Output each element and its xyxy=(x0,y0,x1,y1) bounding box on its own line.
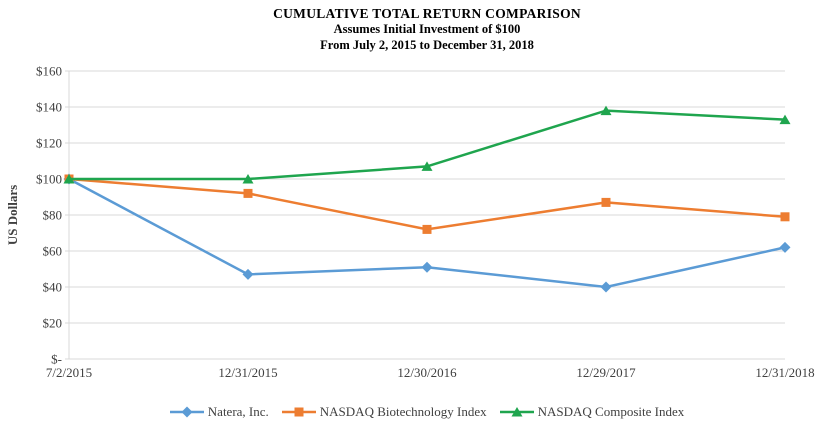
x-tick-label: 12/30/2016 xyxy=(397,365,457,380)
chart-title-block: CUMULATIVE TOTAL RETURN COMPARISON Assum… xyxy=(69,6,785,53)
x-tick-label: 7/2/2015 xyxy=(46,365,92,380)
legend-item-natera: Natera, Inc. xyxy=(169,404,269,420)
x-tick-label: 12/31/2018 xyxy=(755,365,814,380)
chart-title: CUMULATIVE TOTAL RETURN COMPARISON xyxy=(273,6,581,21)
x-tick-label: 12/31/2015 xyxy=(218,365,277,380)
square-marker-icon xyxy=(243,188,253,198)
square-marker-icon xyxy=(294,407,304,417)
chart-subtitle-2: From July 2, 2015 to December 31, 2018 xyxy=(320,37,534,52)
y-axis-title: US Dollars xyxy=(5,185,20,245)
triangle-marker-icon xyxy=(421,161,433,171)
y-tick-label: $160 xyxy=(36,64,62,79)
series-line xyxy=(68,177,786,231)
legend-marker-natera-icon xyxy=(169,406,204,418)
y-tick-label: $80 xyxy=(43,208,63,223)
diamond-marker-icon xyxy=(600,281,612,293)
square-marker-icon xyxy=(422,224,432,234)
y-tick-label: $120 xyxy=(36,136,62,151)
triangle-marker-icon xyxy=(600,105,612,116)
diamond-marker-icon xyxy=(421,261,433,273)
diamond-marker-icon xyxy=(779,241,791,253)
chart-subtitle-1: Assumes Initial Investment of $100 xyxy=(333,22,521,36)
x-tick-label: 12/29/2017 xyxy=(576,365,636,380)
triangle-marker-icon xyxy=(511,407,523,417)
y-tick-label: $60 xyxy=(43,244,63,259)
diamond-marker-icon xyxy=(242,268,254,280)
legend-label-nasdaq-composite: NASDAQ Composite Index xyxy=(537,404,685,419)
y-tick-label: $140 xyxy=(36,100,62,115)
legend-item-nasdaq-biotechnology: NASDAQ Biotechnology Index xyxy=(281,404,487,420)
triangle-marker-icon xyxy=(63,174,75,184)
triangle-marker-icon xyxy=(779,114,791,125)
legend-item-nasdaq-composite: NASDAQ Composite Index xyxy=(499,404,685,420)
diamond-marker-icon xyxy=(181,406,193,418)
legend-label-nasdaq-biotechnology: NASDAQ Biotechnology Index xyxy=(319,404,487,419)
square-marker-icon xyxy=(780,212,790,222)
legend-marker-nasdaq-biotechnology-icon xyxy=(281,407,316,417)
y-tick-label: $40 xyxy=(43,280,63,295)
legend-label-natera: Natera, Inc. xyxy=(207,404,269,419)
triangle-marker-icon xyxy=(242,174,254,184)
y-tick-label: $100 xyxy=(36,172,62,187)
y-tick-label: $- xyxy=(51,352,62,367)
legend-marker-nasdaq-composite-icon xyxy=(499,407,534,417)
square-marker-icon xyxy=(601,197,611,207)
y-tick-label: $20 xyxy=(43,316,63,331)
chart-legend: Natera, Inc. NASDAQ Biotechnology Index … xyxy=(69,401,785,423)
